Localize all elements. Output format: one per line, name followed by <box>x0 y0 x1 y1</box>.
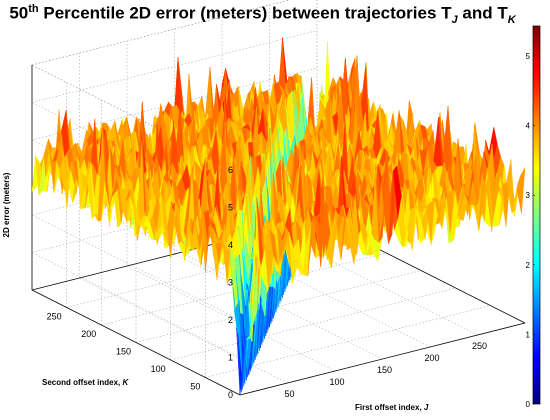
x-tick-label: 50 <box>284 389 294 399</box>
floor-gridline <box>269 229 478 336</box>
axis-labels: 0 1 2 3 4 5 6 50 100 150 200 250 50 100 150 200 250 2D er… <box>2 165 487 412</box>
colorbar-tick-label: 3 <box>526 191 531 200</box>
y-tick-label: 100 <box>151 364 166 374</box>
y-axis-label: Second offset index, K <box>42 378 129 387</box>
title-and: and T <box>457 3 508 23</box>
z-tick-label: 1 <box>228 353 233 363</box>
title-subscript-k: K <box>507 14 516 27</box>
x-axis-line <box>239 322 526 396</box>
chart-title: 50th Percentile 2D error (meters) betwee… <box>0 3 525 26</box>
y-tick-label: 50 <box>190 382 200 392</box>
title-prefix: 50 <box>9 3 29 23</box>
surface-mesh <box>31 37 526 396</box>
y-axis-line <box>31 289 241 396</box>
z-axis-label: 2D error (meters) <box>2 172 11 237</box>
z-tick-label: 0 <box>228 390 233 400</box>
x-tick-label: 200 <box>424 353 439 363</box>
title-superscript: th <box>28 3 39 15</box>
x-tick-label: 250 <box>472 341 487 351</box>
colorbar-tick-label: 4 <box>526 122 531 131</box>
x-tick-label: 150 <box>377 365 392 375</box>
title-middle: Percentile 2D error (meters) between tra… <box>38 3 452 23</box>
y-tick-label: 200 <box>81 329 96 339</box>
z-tick-label: 6 <box>228 165 233 175</box>
floor-gridline <box>221 241 431 348</box>
z-tick-label: 4 <box>228 240 233 250</box>
x-tick-label: 100 <box>329 377 344 387</box>
colorbar-tick-label: 0 <box>526 400 531 409</box>
z-tick-label: 2 <box>228 315 233 325</box>
colorbar-tick-label: 5 <box>526 52 531 61</box>
colorbar-bar <box>532 25 541 405</box>
title-subscript-j: J <box>451 14 458 27</box>
z-tick-label: 5 <box>228 203 233 213</box>
colorbar: 0 1 2 3 4 5 <box>526 25 541 409</box>
z-gridline <box>31 252 241 358</box>
floor-gridline <box>126 265 336 372</box>
surface-patch <box>516 167 526 214</box>
y-tick-label: 250 <box>47 312 62 322</box>
colorbar-tick-label: 2 <box>526 261 531 270</box>
colorbar-tick-label: 1 <box>526 330 531 339</box>
x-axis-label: First offset index, J <box>355 403 429 412</box>
y-tick-label: 150 <box>116 347 131 357</box>
z-tick-label: 3 <box>228 278 233 288</box>
